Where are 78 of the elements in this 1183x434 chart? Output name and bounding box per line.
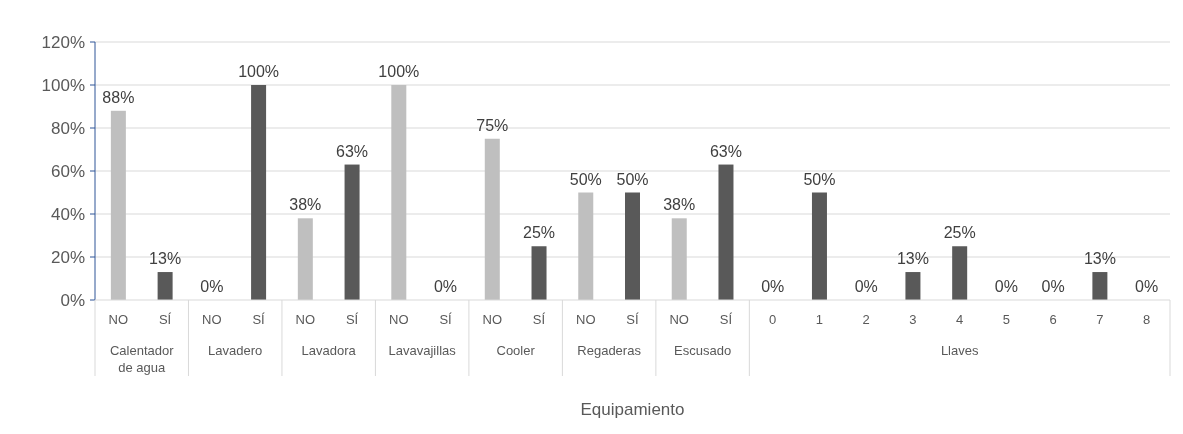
- x-tick-label: 5: [1002, 312, 1011, 327]
- data-label: 38%: [289, 196, 322, 214]
- x-tick-label: 1: [815, 312, 824, 327]
- y-tick-label: 0%: [60, 290, 85, 310]
- bar: [671, 218, 687, 300]
- data-label: 50%: [569, 170, 602, 188]
- x-tick-label: SÍ: [345, 312, 359, 327]
- x-tick-label: 4: [956, 312, 964, 327]
- bar: [1092, 272, 1108, 300]
- text: Regaderas: [577, 343, 642, 358]
- x-tick-label: SÍ: [626, 312, 640, 327]
- data-label: 13%: [896, 250, 929, 268]
- text: Llaves: [940, 343, 979, 358]
- x-tick-label: 8: [1143, 312, 1151, 327]
- x-tick-label: NO: [669, 312, 689, 327]
- bar: [625, 192, 640, 300]
- data-label: 13%: [149, 250, 182, 268]
- data-label: 38%: [663, 196, 696, 214]
- x-tick-label: NO: [482, 312, 503, 327]
- data-label: 13%: [1083, 250, 1116, 268]
- data-label: 63%: [709, 142, 742, 160]
- data-label: 0%: [761, 278, 785, 295]
- data-label: 50%: [803, 170, 836, 188]
- text: Lavadora: [301, 343, 357, 358]
- y-tick-label: 20%: [50, 247, 85, 267]
- y-tick-label: 100%: [41, 75, 85, 95]
- x-tick-label: 2: [862, 312, 870, 327]
- text: Lavadero: [208, 343, 263, 358]
- x-tick-label: NO: [108, 312, 129, 327]
- y-tick-label: 120%: [41, 32, 85, 52]
- bar: [110, 110, 126, 300]
- data-label: 63%: [336, 142, 369, 160]
- bar: [391, 85, 407, 300]
- x-tick-label: 7: [1096, 312, 1104, 327]
- y-tick-label: 40%: [50, 204, 85, 224]
- y-tick-label: 60%: [50, 161, 85, 181]
- x-tick-label: SÍ: [158, 312, 172, 327]
- data-label: 0%: [994, 278, 1018, 295]
- x-tick-label: NO: [295, 312, 316, 327]
- text: Lavavajillas: [388, 343, 457, 358]
- data-label: 0%: [1041, 278, 1065, 295]
- bar: [811, 192, 827, 300]
- x-tick-label: NO: [576, 312, 596, 327]
- x-axis-title: Equipamiento: [580, 400, 685, 419]
- bar: [952, 246, 968, 300]
- x-tick-label: 0: [769, 312, 777, 327]
- bar: [157, 272, 173, 300]
- bar: [251, 85, 267, 300]
- data-label: 100%: [378, 63, 420, 80]
- y-tick-label: 80%: [50, 118, 85, 138]
- data-label: 75%: [476, 116, 509, 134]
- data-label: 25%: [943, 224, 976, 242]
- data-label: 25%: [523, 224, 556, 242]
- bar: [718, 164, 734, 300]
- bar: [531, 246, 547, 300]
- bar: [905, 272, 921, 300]
- text: Escusado: [674, 343, 732, 358]
- text: Cooler: [496, 343, 536, 358]
- bar: [578, 192, 594, 300]
- x-tick-label: SÍ: [252, 312, 266, 327]
- data-label: 0%: [1135, 278, 1159, 295]
- x-tick-label: 3: [909, 312, 917, 327]
- bar: [344, 164, 360, 300]
- data-label: 0%: [433, 278, 458, 295]
- data-label: 50%: [616, 170, 649, 188]
- x-tick-label: SÍ: [439, 312, 453, 327]
- x-tick-label: NO: [389, 312, 409, 327]
- text: Calentador de agua: [109, 343, 175, 375]
- x-tick-label: 6: [1049, 312, 1057, 327]
- data-label: 0%: [854, 278, 878, 295]
- bar: [484, 138, 500, 300]
- x-tick-label: SÍ: [532, 312, 546, 327]
- x-tick-label: SÍ: [719, 312, 733, 327]
- x-tick-label: NO: [202, 312, 222, 327]
- data-label: 100%: [238, 63, 280, 80]
- data-label: 0%: [200, 278, 224, 295]
- data-label: 88%: [102, 88, 135, 106]
- bar: [297, 218, 313, 300]
